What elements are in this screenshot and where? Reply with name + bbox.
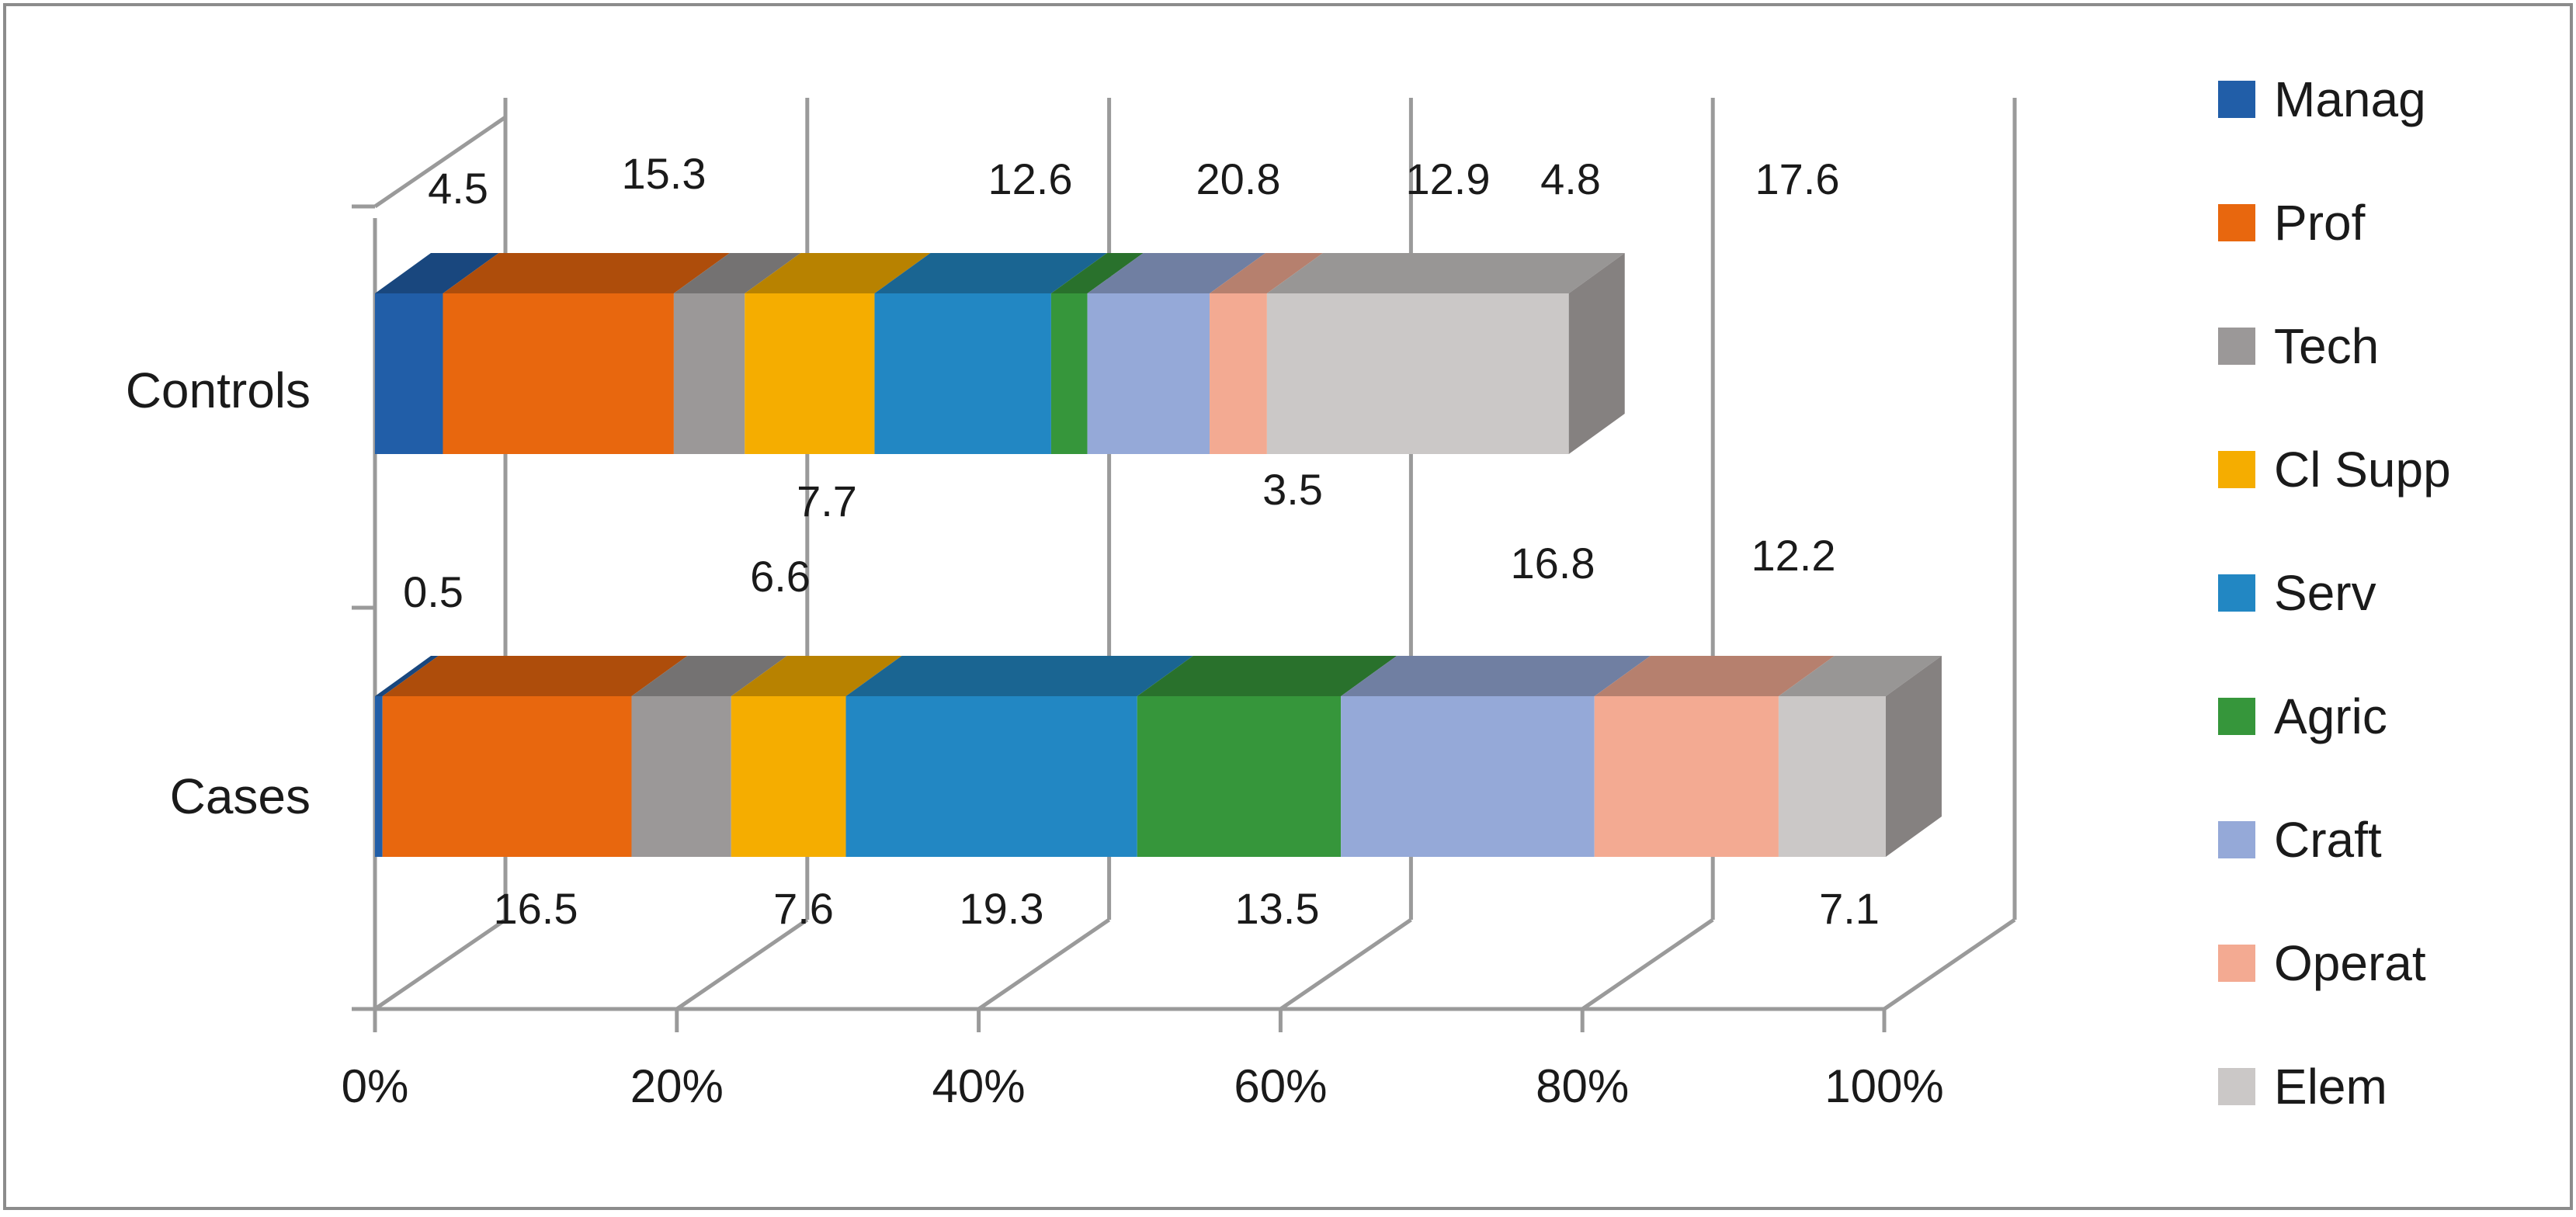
bar-segment-cases-craft [1341,696,1595,857]
legend-swatch-elem [2218,1068,2255,1105]
bar-segment-controls-serv [874,293,1051,454]
bar-top-prof [443,253,730,293]
data-label: 20.8 [1196,154,1281,203]
bar-top-craft [1087,253,1266,293]
bar-top-serv [845,656,1193,696]
data-label: 0.5 [403,567,463,616]
data-label: 16.5 [494,884,578,933]
legend-label-serv: Serv [2274,565,2376,621]
data-label: 13.5 [1235,884,1320,933]
bar-top-operat [1594,656,1835,696]
x-tick-label: 0% [342,1060,409,1112]
bar-segment-controls-elem [1266,293,1569,454]
bar-top-serv [874,253,1107,293]
bar-segment-controls-agric [1050,293,1088,454]
data-label: 19.3 [960,884,1044,933]
legend-label-tech: Tech [2274,318,2379,374]
floor-gridline [1883,917,2016,1011]
legend-swatch-manag [2218,81,2255,118]
data-label: 12.9 [1406,154,1491,203]
x-tick-label: 60% [1234,1060,1327,1112]
floor-gridline [675,917,809,1011]
bar-top-operat [1210,253,1323,293]
depth-axis-line [373,917,507,1011]
bar-segment-controls-prof [443,293,674,454]
legend-swatch-operat [2218,945,2255,982]
data-label: 16.8 [1511,539,1595,588]
category-label-controls: Controls [126,362,311,418]
bar-segment-controls-tech [673,293,745,454]
data-label: 7.7 [797,477,857,525]
legend-swatch-craft [2218,821,2255,858]
floor-gridline [1581,917,1714,1011]
data-label: 17.6 [1755,154,1840,203]
bar-top-craft [1341,656,1651,696]
x-tick-label: 40% [932,1060,1026,1112]
legend-label-elem: Elem [2274,1059,2387,1115]
data-label: 15.3 [622,149,706,198]
category-label-cases: Cases [170,768,311,824]
bar-segment-cases-prof [382,696,632,857]
bar-top-elem [1266,253,1625,293]
data-label: 3.5 [1262,465,1323,514]
legend-label-manag: Manag [2274,71,2426,127]
floor-gridline [977,917,1111,1011]
bar-top-manag [375,656,439,696]
legend-swatch-cl-supp [2218,451,2255,488]
bar-top-manag [375,253,499,293]
bar-top-elem [1778,656,1942,696]
legend-label-craft: Craft [2274,812,2382,868]
floor-gridline [1279,917,1412,1011]
bar-side-face [1885,656,1942,857]
bar-segment-cases-serv [845,696,1137,857]
data-label: 12.6 [988,154,1073,203]
data-label: 4.5 [428,164,488,213]
legend-label-operat: Operat [2274,935,2426,991]
bar-segment-cases-tech [631,696,731,857]
legend-swatch-prof [2218,204,2255,241]
data-label: 12.2 [1751,531,1836,580]
legend-swatch-serv [2218,574,2255,612]
legend-swatch-agric [2218,698,2255,735]
bar-segment-cases-agric [1137,696,1342,857]
legend-label-agric: Agric [2274,688,2387,744]
bar-top-tech [673,253,801,293]
bar-top-agric [1137,656,1397,696]
chart-border [3,3,2573,1210]
bar-segment-cases-cl-supp [731,696,846,857]
legend-label-prof: Prof [2274,195,2366,251]
data-label: 7.1 [1819,884,1880,933]
bar-segment-controls-cl-supp [745,293,875,454]
legend-label-cl-supp: Cl Supp [2274,442,2451,498]
x-tick-label: 80% [1536,1060,1629,1112]
bar-segment-cases-operat [1594,696,1779,857]
x-tick-label: 20% [630,1060,724,1112]
bar-top-cl-supp [745,253,931,293]
bar-segment-cases-manag [375,696,383,857]
data-label: 6.6 [750,552,811,601]
bar-segment-cases-elem [1778,696,1886,857]
bar-top-tech [631,656,787,696]
data-label: 7.6 [773,884,834,933]
bar-top-prof [382,656,688,696]
top-depth-line [373,115,507,209]
bar-side-face [1568,253,1625,454]
bar-top-cl-supp [731,656,902,696]
legend-swatch-tech [2218,328,2255,365]
bar-segment-controls-manag [375,293,443,454]
bar-segment-controls-operat [1210,293,1267,454]
x-tick-label: 100% [1824,1060,1943,1112]
bar-top-agric [1050,253,1144,293]
data-label: 4.8 [1540,154,1601,203]
bar-segment-controls-craft [1087,293,1210,454]
